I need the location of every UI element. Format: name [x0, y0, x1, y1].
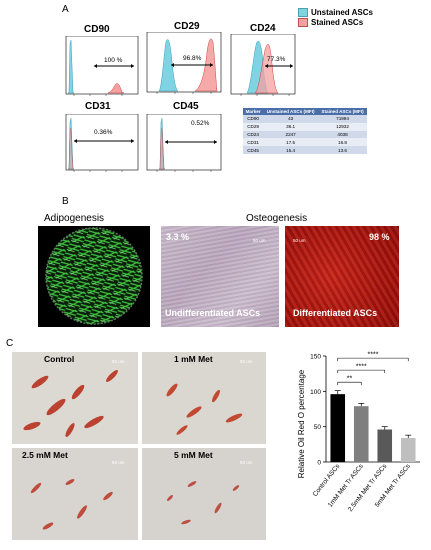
bar: [330, 394, 346, 462]
legend: Unstained ASCs Stained ASCs: [298, 7, 418, 27]
adipogenesis-micrograph: [45, 227, 143, 325]
legend-swatch-stained: [298, 17, 308, 27]
oil-red-image-2.5mm: 2.5 mM Met 50 um: [12, 448, 138, 540]
table-row: CD31 17.5 16.8: [243, 138, 367, 147]
bar: [377, 429, 393, 462]
y-tick-label: 0: [317, 460, 321, 467]
table-row: CD45 15.4 13.6: [243, 146, 367, 154]
histogram-cd90: [65, 36, 139, 96]
table-cell: CD29: [243, 122, 264, 131]
1mm-title: 1 mM Met: [174, 354, 213, 364]
pct-cd45: 0.52%: [191, 120, 210, 127]
hist-title-cd31: CD31: [85, 101, 111, 112]
diff-label: Differentiated ASCs: [293, 308, 378, 318]
5mm-title: 5 mM Met: [174, 450, 213, 460]
table-cell: 12932: [318, 122, 367, 131]
mfi-header-stained: Stained ASCs (MFI): [318, 108, 367, 115]
legend-item-unstained: Unstained ASCs: [298, 7, 418, 17]
significance-stars: **: [347, 376, 353, 383]
5mm-scale-bar: 50 um: [240, 460, 253, 465]
pct-cd24: 77.3%: [267, 56, 286, 63]
table-cell: CD31: [243, 138, 264, 147]
pct-cd31: 0.36%: [94, 129, 113, 136]
texture-overlay: [161, 226, 279, 327]
table-cell: CD45: [243, 146, 264, 154]
table-cell: 2247: [263, 130, 319, 139]
table-cell: 4038: [318, 130, 367, 139]
2.5mm-micrograph: [30, 479, 113, 530]
mfi-header-unstained: Unstained ASCs (MFI): [263, 108, 319, 115]
table-cell: 43: [263, 115, 319, 123]
1mm-micrograph: [166, 383, 243, 435]
texture-overlay: [285, 226, 399, 327]
2.5mm-scale-bar: 50 um: [112, 460, 125, 465]
panel-b-letter: B: [62, 196, 69, 207]
adipogenesis-image: [38, 226, 150, 327]
significance-stars: ****: [356, 364, 367, 371]
y-tick-label: 50: [314, 424, 322, 431]
panel-c-letter: C: [6, 338, 14, 349]
histogram-cd45: [146, 114, 222, 172]
bar: [353, 406, 369, 462]
legend-swatch-unstained: [298, 7, 308, 17]
hist-title-cd24: CD24: [250, 23, 276, 34]
mfi-header-marker: Marker: [243, 108, 264, 115]
table-cell: 17.5: [263, 138, 319, 147]
chart-significance: **********: [337, 352, 409, 386]
legend-label-unstained: Unstained ASCs: [311, 7, 373, 17]
differentiated-image: 98 % 50 um Differentiated ASCs: [285, 226, 399, 327]
undifferentiated-image: 3.3 % 50 um Undifferentiated ASCs: [161, 226, 279, 327]
histogram-cd29: [146, 32, 222, 94]
y-tick-label: 100: [310, 389, 321, 396]
mfi-table: Marker Unstained ASCs (MFI) Stained ASCs…: [243, 108, 367, 154]
oil-red-bar-chart: Relative Oil Red O percentage 050100150 …: [297, 352, 420, 513]
pct-cd90: 100 %: [104, 57, 123, 64]
histogram-cd24: [230, 34, 296, 96]
panel-a-letter: A: [62, 4, 69, 15]
table-cell: 71994: [318, 115, 367, 123]
chart-bars: [330, 390, 416, 462]
pct-cd29: 96.8%: [183, 55, 202, 62]
table-cell: 16.8: [318, 138, 367, 147]
legend-label-stained: Stained ASCs: [311, 17, 364, 27]
hist-title-cd45: CD45: [173, 101, 199, 112]
1mm-scale-bar: 50 um: [240, 359, 253, 364]
table-row: CD24 2247 4038: [243, 130, 367, 139]
table-cell: 36.1: [263, 122, 319, 131]
table-row: CD29 36.1 12932: [243, 122, 367, 131]
table-cell: 15.4: [263, 146, 319, 154]
chart-y-axis-label: Relative Oil Red O percentage: [297, 369, 306, 478]
oil-red-image-1mm: 1 mM Met 50 um: [142, 352, 266, 444]
undiff-scale-bar: 50 um: [253, 238, 266, 243]
table-cell: CD90: [243, 115, 264, 123]
diff-percent: 98 %: [369, 232, 390, 242]
adipogenesis-title: Adipogenesis: [44, 213, 105, 224]
control-micrograph: [23, 370, 118, 438]
y-tick-label: 150: [310, 354, 321, 361]
hist-title-cd90: CD90: [84, 24, 110, 35]
osteogenesis-title: Osteogenesis: [246, 213, 308, 224]
table-row: CD90 43 71994: [243, 115, 367, 123]
2.5mm-title: 2.5 mM Met: [22, 450, 68, 460]
undiff-percent: 3.3 %: [166, 232, 190, 242]
diff-scale-bar: 50 um: [293, 238, 306, 243]
control-scale-bar: 50 um: [112, 359, 125, 364]
control-title: Control: [44, 354, 75, 364]
table-cell: CD24: [243, 130, 264, 139]
oil-red-image-control: Control 50 um: [12, 352, 138, 444]
significance-stars: ****: [368, 352, 379, 359]
table-cell: 13.6: [318, 146, 367, 154]
mfi-table-header: Marker Unstained ASCs (MFI) Stained ASCs…: [243, 108, 367, 115]
legend-item-stained: Stained ASCs: [298, 17, 418, 27]
bar: [400, 437, 416, 462]
histogram-cd31: [65, 114, 139, 172]
undiff-label: Undifferentiated ASCs: [165, 308, 261, 318]
oil-red-image-5mm: 5 mM Met 50 um: [142, 448, 266, 540]
hist-title-cd29: CD29: [174, 21, 200, 32]
5mm-micrograph: [166, 481, 240, 525]
